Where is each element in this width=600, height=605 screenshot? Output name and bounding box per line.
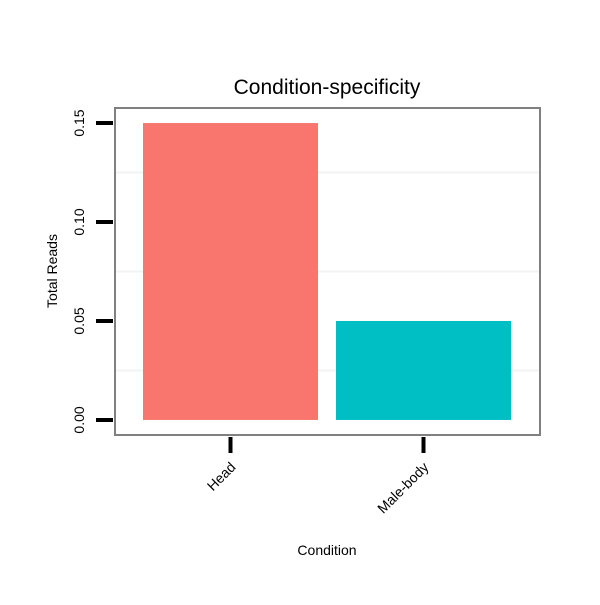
x-axis: Head Male-body xyxy=(204,437,432,516)
x-axis-label: Condition xyxy=(297,542,356,558)
y-tick-label: 0.10 xyxy=(71,208,87,235)
y-tick-label: 0.15 xyxy=(71,109,87,136)
y-tick-label: 0.05 xyxy=(71,307,87,334)
bar-male-body xyxy=(336,320,511,420)
x-tick-label: Male-body xyxy=(374,459,432,517)
chart-title: Condition-specificity xyxy=(234,76,421,99)
y-tick-label: 0.00 xyxy=(71,406,87,433)
y-axis: 0.00 0.05 0.10 0.15 xyxy=(71,109,113,434)
x-tick-label: Head xyxy=(204,459,239,494)
bar-head xyxy=(143,123,318,420)
y-axis-label: Total Reads xyxy=(44,234,60,308)
plot-panel-border xyxy=(114,107,541,436)
bars xyxy=(143,123,511,420)
